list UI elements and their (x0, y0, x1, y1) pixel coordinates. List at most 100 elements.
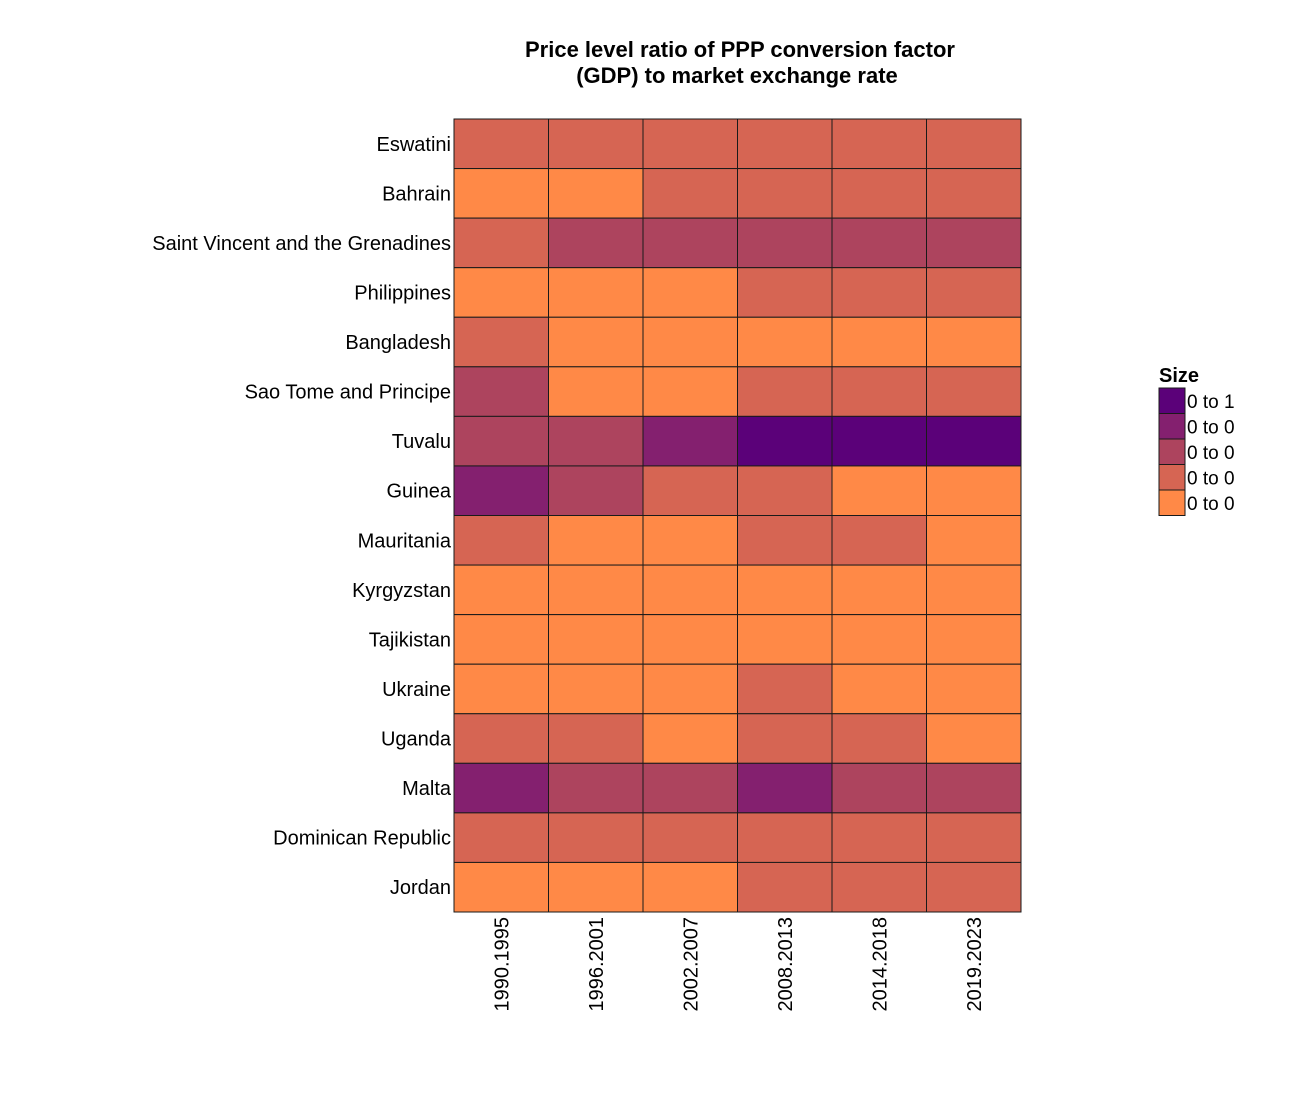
heatmap-cell (453, 118, 549, 170)
x-axis-label: 1990.1995 (491, 917, 513, 1012)
y-axis-labels: Eswatini Bahrain Saint Vincent and the Gre… (152, 134, 452, 899)
legend-key (1158, 489, 1186, 516)
heatmap-cell (548, 168, 644, 219)
heatmap-cell (737, 118, 833, 170)
heatmap-cell (453, 762, 549, 814)
legend-key (1158, 387, 1186, 414)
heatmap-cell (548, 267, 644, 318)
y-axis-label: Philippines (354, 282, 451, 304)
y-axis-label: Guinea (387, 481, 452, 503)
heatmap-cell (453, 861, 549, 913)
heatmap-cell (453, 168, 549, 219)
heatmap-cell (737, 614, 833, 665)
heatmap-cell (453, 812, 549, 863)
heatmap-cell (548, 118, 644, 170)
heatmap-cell (737, 168, 833, 219)
heatmap-cell (926, 564, 1022, 616)
heatmap-cell (831, 762, 927, 814)
heatmap-cell (831, 812, 927, 863)
heatmap-cell (642, 316, 738, 368)
heatmap-cells (453, 118, 1022, 913)
heatmap-cell (642, 663, 738, 715)
heatmap-cell (453, 564, 549, 616)
x-axis-label: 2002.2007 (680, 917, 702, 1012)
heatmap-cell (926, 118, 1022, 170)
heatmap-cell (453, 614, 549, 665)
heatmap-cell (831, 663, 927, 715)
heatmap-cell (548, 861, 644, 913)
heatmap-cell (926, 663, 1022, 715)
heatmap-cell (642, 762, 738, 814)
y-axis-label: Mauritania (358, 530, 452, 552)
heatmap-cell (642, 267, 738, 318)
heatmap-cell (453, 267, 549, 318)
heatmap-cell (737, 316, 833, 368)
y-axis-label: Bahrain (382, 183, 451, 205)
heatmap-cell (831, 168, 927, 219)
heatmap-cell (642, 564, 738, 616)
legend-label: 0 to 1 (1187, 392, 1235, 413)
heatmap-cell (926, 762, 1022, 814)
y-axis-label: Tuvalu (392, 431, 451, 453)
legend-key (1158, 438, 1186, 465)
legend-key (1158, 413, 1186, 440)
y-axis-label: Ukraine (382, 679, 451, 701)
heatmap-cell (737, 812, 833, 863)
x-axis-label: 2019.2023 (964, 917, 986, 1012)
legend-label: 0 to 0 (1187, 417, 1235, 438)
heatmap-cell (926, 316, 1022, 368)
y-axis-label: Tajikistan (369, 629, 451, 651)
heatmap-cell (831, 515, 927, 566)
heatmap-cell (831, 415, 927, 467)
heatmap-cell (831, 316, 927, 368)
heatmap-cell (831, 564, 927, 616)
heatmap-cell (737, 515, 833, 566)
heatmap-cell (548, 614, 644, 665)
y-axis-label: Jordan (390, 877, 451, 899)
legend-key (1158, 464, 1186, 491)
heatmap-cell (642, 614, 738, 665)
y-axis-label: Eswatini (377, 134, 451, 156)
heatmap-cell (831, 267, 927, 318)
heatmap-cell (453, 515, 549, 566)
heatmap-cell (642, 713, 738, 764)
heatmap-cell (831, 118, 927, 170)
heatmap-cell (548, 663, 644, 715)
heatmap-cell (548, 564, 644, 616)
heatmap-cell (548, 812, 644, 863)
heatmap-cell (548, 515, 644, 566)
heatmap-cell (737, 564, 833, 616)
heatmap-cell (642, 861, 738, 913)
heatmap-cell (453, 366, 549, 417)
legend: Size 0 to 1 0 to 0 0 to 0 0 to 0 0 to 0 (1158, 365, 1235, 516)
heatmap-cell (831, 217, 927, 269)
y-axis-label: Bangladesh (345, 332, 451, 354)
heatmap-cell (926, 217, 1022, 269)
heatmap-cell (642, 366, 738, 417)
heatmap-cell (831, 861, 927, 913)
heatmap-cell (548, 465, 644, 516)
heatmap-cell (642, 217, 738, 269)
y-axis-label: Malta (402, 778, 452, 800)
heatmap-cell (453, 713, 549, 764)
heatmap-cell (548, 217, 644, 269)
x-axis-label: 2008.2013 (775, 917, 797, 1012)
heatmap-cell (453, 217, 549, 269)
heatmap-cell (642, 812, 738, 863)
heatmap-cell (926, 267, 1022, 318)
heatmap-cell (926, 861, 1022, 913)
heatmap-cell (453, 415, 549, 467)
y-axis-label: Uganda (381, 729, 452, 751)
y-axis-label: Saint Vincent and the Grenadines (152, 233, 451, 255)
heatmap-cell (737, 415, 833, 467)
heatmap-cell (548, 415, 644, 467)
y-axis-label: Sao Tome and Principe (245, 382, 451, 404)
legend-label: 0 to 0 (1187, 443, 1235, 464)
heatmap-cell (548, 762, 644, 814)
heatmap-cell (548, 713, 644, 764)
heatmap-cell (642, 465, 738, 516)
heatmap-cell (926, 366, 1022, 417)
heatmap-cell (642, 415, 738, 467)
heatmap-cell (737, 366, 833, 417)
